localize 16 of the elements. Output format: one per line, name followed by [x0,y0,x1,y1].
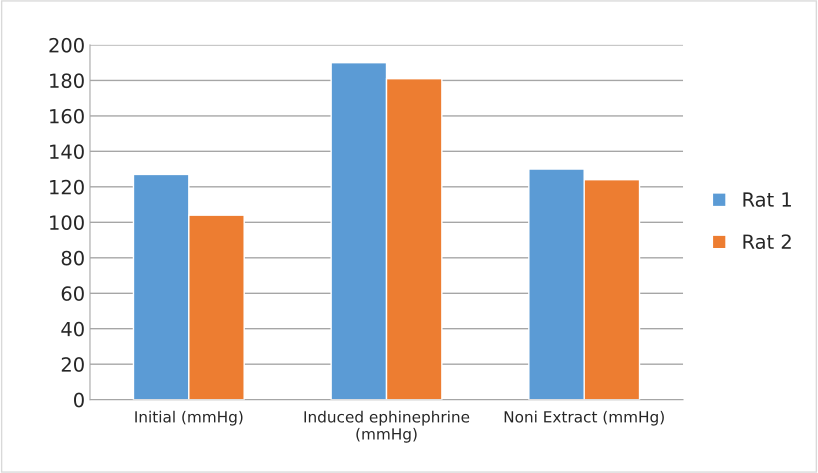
legend-label: Rat 1 [743,192,791,207]
legend-label: Rat 2 [743,234,791,250]
x-tick-label: Induced ephinephrine (mmHg) [304,410,470,443]
x-tick-label: Initial (mmHg) [135,410,243,426]
y-tick-label: 60 [62,286,84,301]
y-tick-label: 160 [50,108,84,124]
y-tick-label: 140 [50,144,84,160]
y-tick-label: 0 [74,392,84,408]
y-tick-label: 120 [50,180,84,194]
y-tick-label: 200 [49,38,84,53]
y-tick-label: 40 [61,322,84,336]
x-tick-label: Noni Extract (mmHg) [504,410,664,426]
y-tick-label: 100 [50,215,84,230]
y-tick-label: 80 [62,250,84,266]
y-tick-label: 180 [50,73,84,88]
y-tick-label: 20 [62,357,84,372]
